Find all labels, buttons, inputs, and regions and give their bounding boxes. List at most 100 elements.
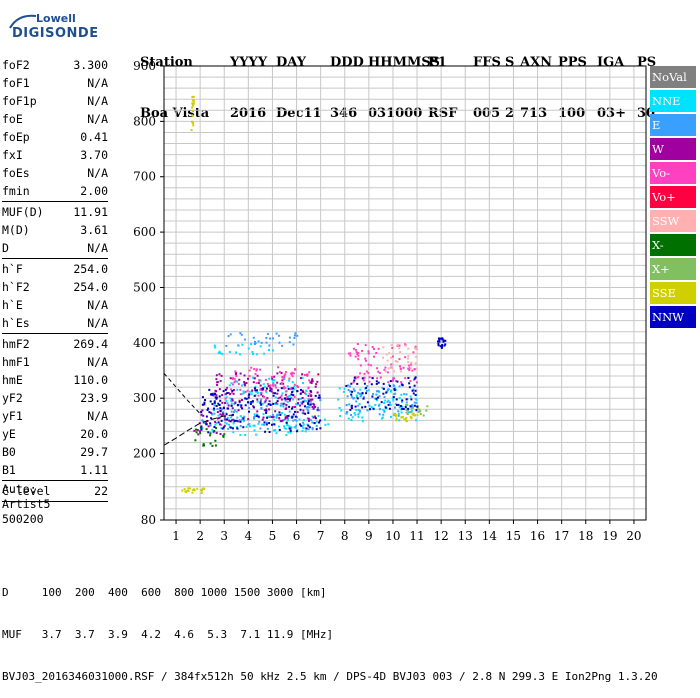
data-point-nne	[389, 403, 392, 406]
data-point-nnw	[375, 397, 378, 400]
data-point-e	[238, 419, 241, 422]
data-point-nnw	[303, 405, 306, 408]
data-point-nnw	[415, 409, 418, 412]
data-point-e	[358, 409, 361, 412]
data-point-nnw	[200, 425, 203, 428]
auto-scaling-info: Auto: Artist5 500200	[2, 482, 50, 527]
legend-item: E	[650, 114, 696, 136]
data-point-nne	[275, 415, 278, 418]
data-point-e	[358, 392, 361, 395]
data-point-nne	[238, 353, 241, 356]
data-point-nnw	[353, 379, 356, 382]
data-point-vo-	[271, 383, 274, 386]
data-point-e	[260, 407, 263, 410]
data-point-nne	[340, 409, 343, 412]
y-tick-label: 200	[133, 447, 156, 461]
data-point-vo-	[411, 369, 414, 372]
data-point-w	[263, 409, 266, 412]
data-point-ssw	[415, 347, 418, 350]
param-row: foF1 N/A	[2, 74, 108, 92]
data-point-nne	[274, 403, 277, 406]
data-point-vo-	[277, 366, 280, 369]
data-point-nnw	[292, 413, 295, 416]
data-point-w	[218, 373, 221, 376]
data-point-nne	[361, 416, 364, 419]
data-point-sse	[190, 128, 193, 131]
param-row: hmF2 269.4	[2, 335, 108, 353]
data-point-w	[299, 377, 302, 380]
data-point-w	[205, 422, 208, 425]
data-point-w	[219, 423, 222, 426]
data-point-nne	[250, 343, 253, 346]
data-point-x-	[213, 429, 216, 432]
data-point-x-	[209, 434, 212, 437]
param-name: foEp	[2, 130, 30, 144]
data-point-w	[218, 417, 221, 420]
data-point-nnw	[287, 398, 290, 401]
data-point-nnw	[226, 407, 229, 410]
data-point-nnw	[241, 407, 244, 410]
data-point-e	[265, 405, 268, 408]
x-tick-label: 19	[602, 529, 617, 543]
data-point-ssw	[381, 356, 384, 359]
data-point-vo-	[367, 372, 370, 375]
data-point-e	[308, 403, 311, 406]
data-point-x-	[203, 444, 206, 447]
data-point-nne	[410, 409, 413, 412]
data-point-ssw	[396, 360, 399, 363]
data-point-x+	[405, 408, 408, 411]
data-point-nnw	[408, 382, 411, 385]
data-point-x-	[200, 426, 203, 429]
data-point-nnw	[368, 408, 371, 411]
data-point-nne	[354, 413, 357, 416]
data-point-vo-	[230, 388, 233, 391]
param-name: yF1	[2, 409, 23, 423]
data-point-vo-	[233, 377, 236, 380]
data-point-nne	[258, 381, 261, 384]
data-point-vo-	[289, 388, 292, 391]
x-tick-label: 2	[196, 529, 204, 543]
data-point-vo-	[371, 345, 374, 348]
data-point-e	[275, 332, 278, 335]
data-point-nne	[230, 382, 233, 385]
data-point-w	[231, 407, 234, 410]
x-tick-label: 4	[245, 529, 253, 543]
data-point-nnw	[365, 386, 368, 389]
data-point-w	[266, 397, 269, 400]
data-point-nnw	[247, 396, 250, 399]
data-point-vo-	[269, 384, 272, 387]
data-point-w	[315, 383, 318, 386]
param-separator	[2, 258, 108, 259]
data-point-nnw	[443, 339, 446, 342]
data-point-e	[239, 332, 242, 335]
data-point-nne	[285, 423, 288, 426]
data-point-nne	[370, 405, 373, 408]
data-point-vo-	[280, 394, 283, 397]
data-point-nnw	[230, 404, 233, 407]
data-point-w	[238, 399, 241, 402]
data-point-vo-	[275, 386, 278, 389]
data-point-e	[262, 423, 265, 426]
param-row: fxI 3.70	[2, 146, 108, 164]
data-point-nne	[387, 399, 390, 402]
data-point-vo-	[246, 389, 249, 392]
data-point-nne	[226, 416, 229, 419]
data-point-nne	[400, 411, 403, 414]
param-value: N/A	[87, 94, 108, 108]
data-point-nnw	[437, 344, 440, 347]
data-point-w	[317, 373, 320, 376]
data-point-nne	[275, 432, 278, 435]
data-point-vo-	[355, 351, 358, 354]
data-point-w	[240, 405, 243, 408]
data-point-e	[253, 416, 256, 419]
data-point-e	[405, 401, 408, 404]
data-point-w	[212, 394, 215, 397]
param-value: N/A	[87, 76, 108, 90]
data-point-vo-	[391, 355, 394, 358]
plot-frame	[163, 65, 647, 521]
data-point-nne	[250, 390, 253, 393]
data-point-nnw	[270, 423, 273, 426]
data-point-vo-	[347, 352, 350, 355]
data-point-nne	[232, 431, 235, 434]
data-point-vo-	[308, 371, 311, 374]
